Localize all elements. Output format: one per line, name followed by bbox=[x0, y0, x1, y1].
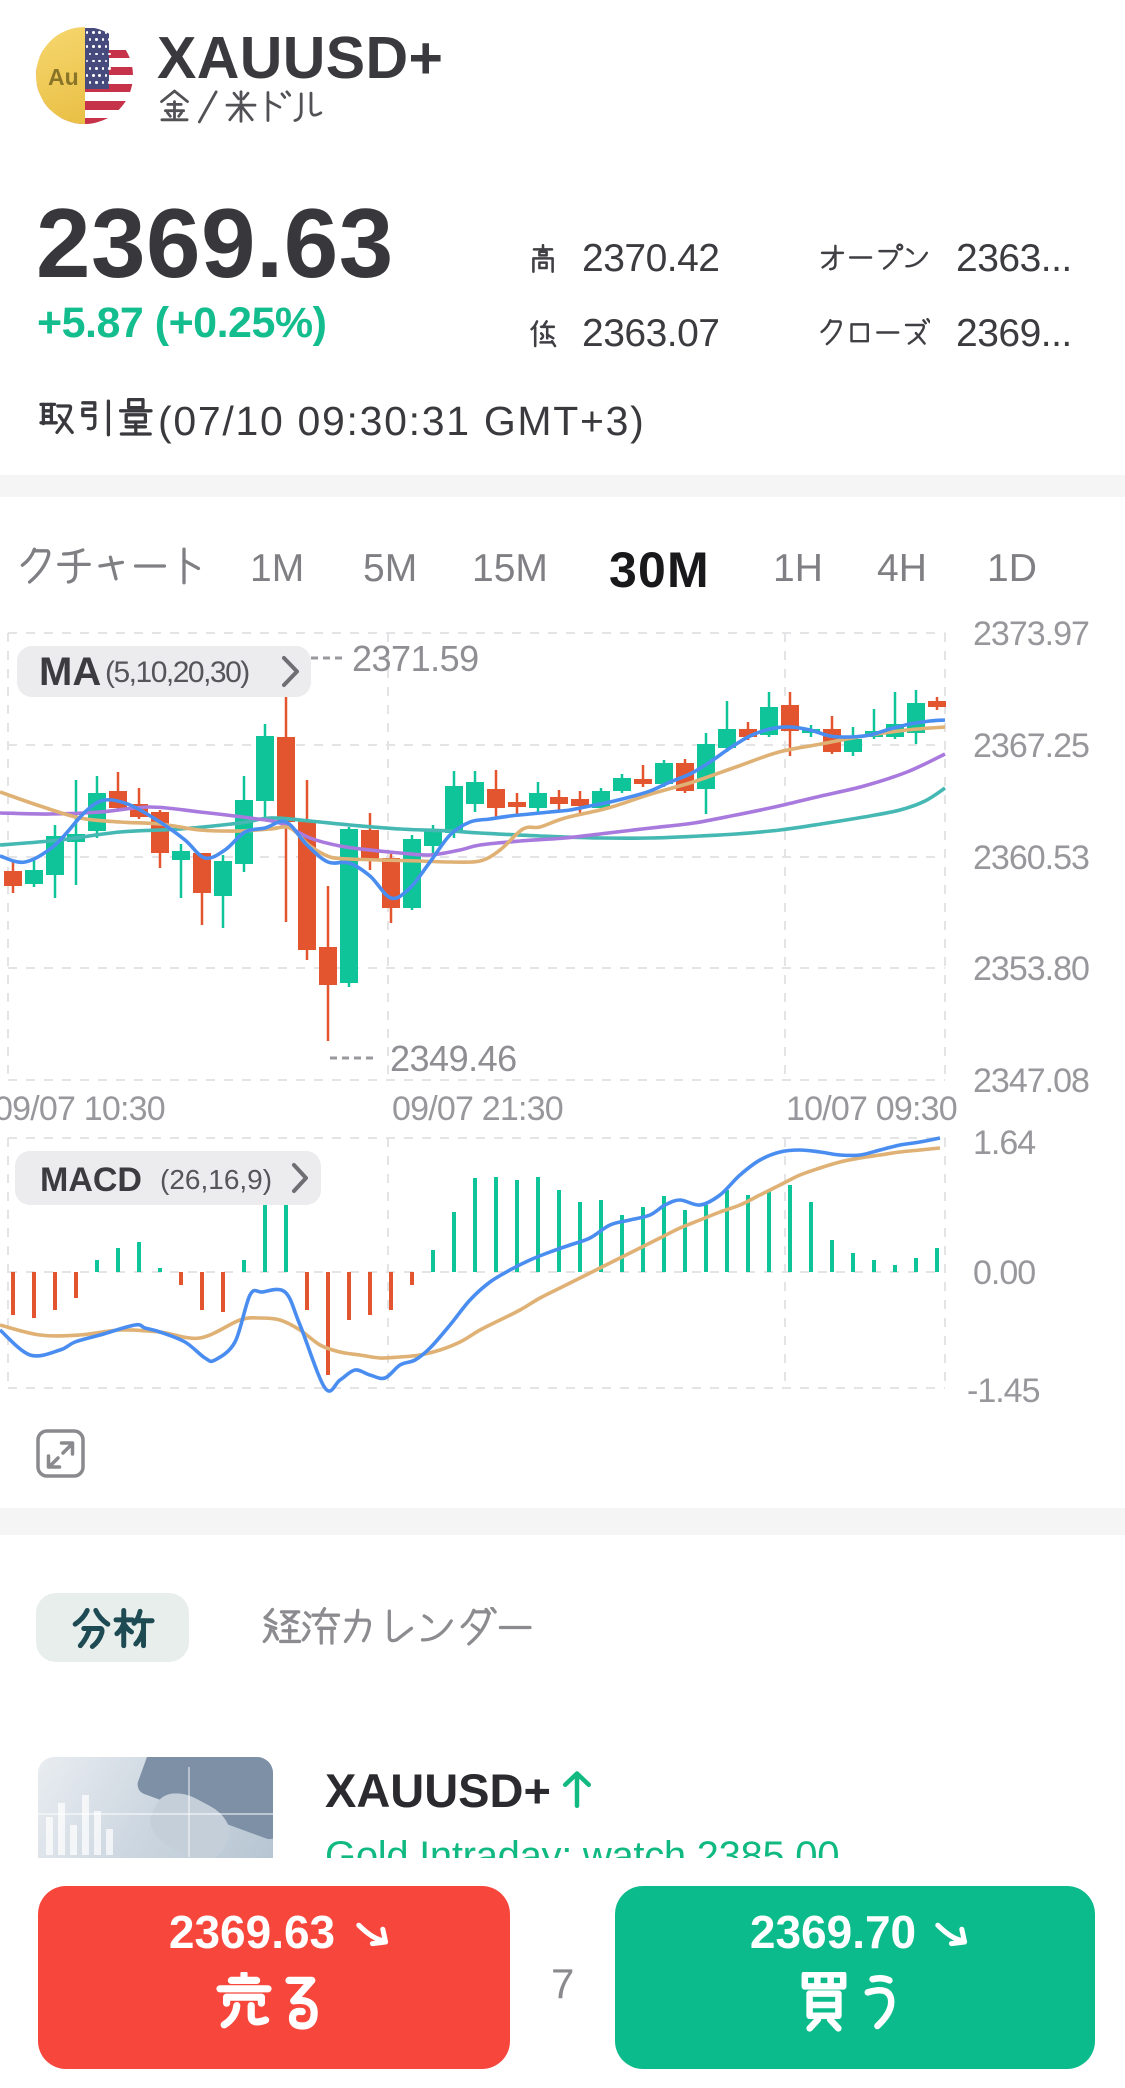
svg-text:0.00: 0.00 bbox=[973, 1254, 1035, 1292]
svg-text:2349.46: 2349.46 bbox=[390, 1038, 517, 1079]
svg-text:10/07 09:30: 10/07 09:30 bbox=[786, 1090, 957, 1128]
svg-text:1.64: 1.64 bbox=[973, 1124, 1035, 1162]
svg-text:2353.80: 2353.80 bbox=[973, 950, 1089, 988]
svg-text:(5,10,20,30): (5,10,20,30) bbox=[105, 656, 249, 689]
svg-text:09/07 10:30: 09/07 10:30 bbox=[0, 1090, 165, 1128]
svg-text:2367.25: 2367.25 bbox=[973, 727, 1089, 765]
svg-text:MA: MA bbox=[39, 650, 101, 694]
svg-text:09/07 21:30: 09/07 21:30 bbox=[392, 1090, 563, 1128]
svg-text:MACD: MACD bbox=[40, 1161, 142, 1199]
svg-text:-1.45: -1.45 bbox=[967, 1372, 1040, 1410]
svg-text:2373.97: 2373.97 bbox=[973, 615, 1089, 653]
svg-text:2371.59: 2371.59 bbox=[352, 638, 479, 679]
svg-text:(26,16,9): (26,16,9) bbox=[160, 1164, 272, 1195]
svg-text:2360.53: 2360.53 bbox=[973, 839, 1089, 877]
svg-text:2347.08: 2347.08 bbox=[973, 1062, 1089, 1100]
